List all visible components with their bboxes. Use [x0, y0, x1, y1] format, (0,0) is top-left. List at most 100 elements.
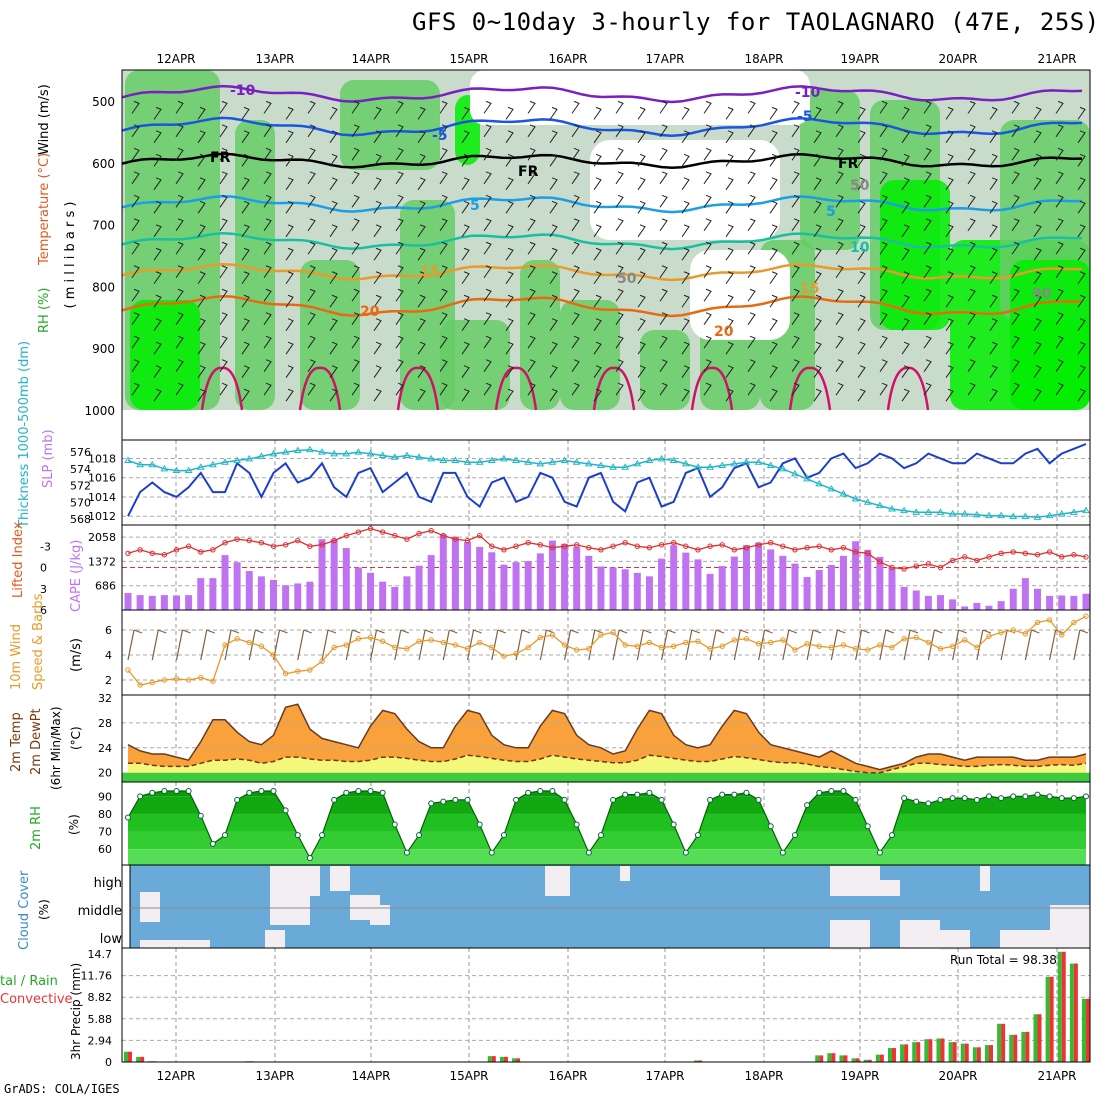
wind-barb [1011, 265, 1020, 279]
wind-barb [945, 365, 954, 378]
cape-bar [621, 569, 629, 610]
precip-total-bar [924, 1039, 929, 1062]
wind-barb [549, 153, 558, 167]
lifted-index-marker [222, 540, 228, 546]
wind-barb [1077, 153, 1086, 167]
wind-barb [505, 153, 514, 167]
lifted-index-marker [452, 536, 459, 542]
wind-barb [527, 359, 536, 372]
wind-barb [813, 388, 822, 402]
lifted-index-marker [1059, 554, 1065, 560]
wind-barb [153, 200, 162, 214]
wind-barb [351, 194, 360, 208]
pressure-tick: 700 [92, 219, 115, 233]
rh-marker [985, 793, 992, 800]
wind-barb [505, 224, 514, 238]
contour-label: FR [838, 156, 859, 172]
wind-barb [725, 247, 734, 261]
wind-barb [417, 271, 426, 285]
wind-barb [659, 194, 668, 208]
cape-bar [936, 595, 944, 610]
lifted-index-marker [683, 543, 689, 549]
rh-marker [682, 849, 689, 856]
wind-speed-marker [440, 639, 446, 646]
precip-conv-bar [976, 1047, 981, 1062]
precip-total-bar [1057, 951, 1062, 1062]
wind-barb [285, 271, 294, 285]
wind-barb [835, 265, 844, 279]
date-label-top: 15APR [449, 52, 488, 66]
wind-barb [615, 265, 624, 279]
wind-barb [901, 130, 910, 144]
wind-barb [813, 224, 822, 238]
cape-tick: 686 [95, 580, 116, 593]
cape-tick: 1372 [88, 555, 116, 568]
cloud-gap [265, 930, 285, 948]
date-label-bottom: 17APR [645, 1069, 684, 1083]
wind-barb [945, 106, 954, 120]
wind-speed-marker [1034, 619, 1041, 626]
wind-barb [505, 318, 514, 332]
cape-bar [949, 599, 957, 610]
precip-panel-frame [121, 947, 1091, 1063]
cape-bar [682, 552, 690, 610]
wind-barb [505, 271, 514, 285]
lifted-index-marker [404, 536, 410, 542]
cape-bar [658, 558, 666, 610]
lifted-index-marker [428, 527, 434, 534]
cloud-gap [980, 866, 990, 891]
contour-20 [121, 294, 1083, 318]
wind-barb [637, 294, 646, 308]
wind-barb [879, 171, 888, 185]
thickness-marker [803, 474, 811, 482]
temp-tick: 28 [98, 717, 112, 730]
precip-conv-bar [1037, 1014, 1042, 1062]
wind-barb [505, 365, 514, 378]
wind-barb [659, 100, 668, 114]
wind-speed-marker [452, 642, 459, 648]
thickness-marker [609, 463, 617, 470]
lifted-index-marker [319, 542, 325, 548]
rh-shading [440, 320, 510, 410]
rh-shading [1010, 260, 1090, 410]
rh-dry-zone [590, 140, 780, 240]
wind-barb [681, 294, 690, 308]
wind-barb [637, 106, 646, 120]
wind-barb [461, 153, 470, 167]
wind-barb [153, 341, 162, 355]
temp-tick: 24 [98, 742, 112, 755]
wind-barb [263, 194, 272, 208]
wind-barb [175, 218, 184, 232]
upper-ylabel: RH (%) Temperature (°C)Wind (m/s) ( m i l … [37, 84, 78, 333]
thickness-marker [997, 511, 1005, 519]
wind-panel-frame [121, 609, 1091, 696]
wind-barb [395, 194, 404, 208]
wind-barb [637, 247, 646, 261]
wind-barb [219, 382, 228, 396]
wind-barb [219, 218, 228, 232]
wind-speed-marker [549, 632, 556, 638]
thickness-marker [900, 506, 908, 514]
wind-barb [307, 147, 316, 161]
wind-barb [659, 335, 668, 349]
precip-tick: 0 [105, 1056, 112, 1069]
wind-barb [285, 247, 294, 261]
wind-barb [329, 388, 338, 402]
thickness-marker [330, 449, 339, 457]
contour-15 [121, 262, 1083, 282]
lifted-label: Lifted Index [11, 521, 26, 598]
wind-barb [945, 130, 954, 144]
wind-units: (m/s) [69, 638, 84, 672]
wind-barb [681, 224, 690, 238]
wind-barb [813, 341, 822, 355]
wind-barb [263, 265, 272, 279]
wind-barb [219, 335, 228, 349]
lifted-index-marker [525, 540, 531, 546]
precip-tick: 11.76 [81, 970, 113, 983]
wind-barb [131, 100, 140, 114]
wind-barb [1033, 130, 1042, 144]
slp-label: SLP (mb) [41, 429, 56, 488]
contour-label: 10 [850, 240, 870, 256]
wind-barb [1055, 124, 1064, 138]
dewpoint-line [128, 754, 1087, 774]
